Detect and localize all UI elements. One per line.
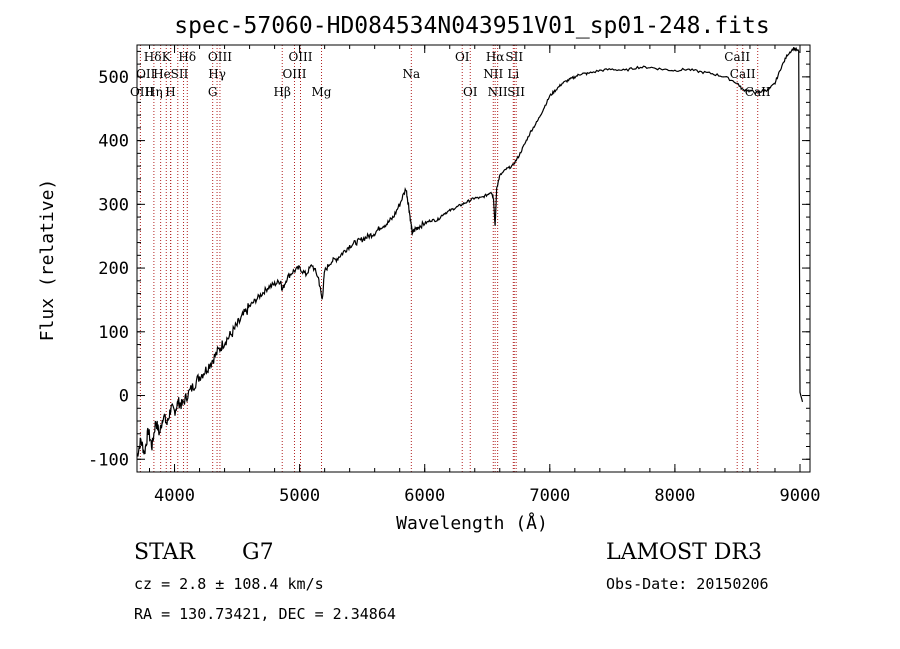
spectral-line-label: Li: [507, 67, 519, 81]
spectral-line-label: OI: [455, 50, 470, 64]
y-axis-label: Flux (relative): [37, 179, 58, 342]
spectral-line-label: CaII: [730, 67, 756, 81]
x-axis-ticks: 4000 5000 6000 7000 8000 9000: [149, 45, 821, 506]
spectral-line-label: He: [153, 67, 171, 81]
x-tick-label: 7000: [529, 486, 570, 506]
spectral-line-label: OIII: [288, 50, 312, 64]
y-tick-label: 300: [98, 195, 129, 215]
spectral-line-label: Hδ: [178, 50, 196, 64]
spectral-line-label: SII: [505, 50, 523, 64]
y-tick-label: 200: [98, 259, 129, 279]
spectral-line-label: SII: [171, 67, 189, 81]
spectral-line-label: SII: [507, 85, 525, 99]
spectral-line-label: Hδ: [144, 50, 162, 64]
spectral-line-label: H: [165, 85, 175, 99]
spectral-line-label: OIII: [130, 85, 154, 99]
spectral-line-label: OI: [463, 85, 478, 99]
y-tick-label: -100: [88, 450, 129, 470]
spectral-line-label: Hγ: [208, 67, 226, 81]
spectral-line-markers: [139, 45, 759, 472]
x-tick-label: 6000: [404, 486, 445, 506]
y-tick-label: 100: [98, 323, 129, 343]
x-axis-label: Wavelength (Å): [396, 512, 548, 534]
y-tick-label: 500: [98, 68, 129, 88]
spectral-line-label: Na: [403, 67, 421, 81]
redshift-cz: cz = 2.8 ± 108.4 km/s: [134, 575, 324, 593]
spectral-line-label: CaII: [724, 50, 750, 64]
y-tick-label: 400: [98, 132, 129, 152]
spectral-line-label: OIII: [282, 67, 306, 81]
x-tick-label: 4000: [154, 486, 195, 506]
ra-dec-coordinates: RA = 130.73421, DEC = 2.34864: [134, 605, 396, 623]
spectral-line-label: G: [208, 85, 218, 99]
spectral-line-label: Mg: [312, 85, 332, 99]
spectral-line-label: NII: [483, 67, 503, 81]
object-class: STAR: [134, 540, 195, 565]
x-tick-label: 8000: [654, 486, 695, 506]
object-subclass: G7: [242, 540, 274, 565]
spectral-line-label: OIII: [208, 50, 232, 64]
observation-date: Obs-Date: 20150206: [606, 575, 769, 593]
y-axis-ticks: -100 0 100 200 300 400 500: [88, 50, 810, 470]
chart-title: spec-57060-HD084534N043951V01_sp01-248.f…: [174, 13, 769, 39]
y-tick-label: 0: [119, 387, 129, 407]
x-tick-label: 9000: [780, 486, 821, 506]
spectral-line-label: Hα: [486, 50, 505, 64]
spectral-line-label: NII: [488, 85, 508, 99]
survey-name: LAMOST DR3: [606, 540, 762, 565]
spectrum-line: [136, 46, 804, 457]
spectral-line-label: K: [162, 50, 172, 64]
spectral-line-label: OII: [136, 67, 156, 81]
plot-frame: [136, 44, 811, 473]
spectral-line-label: Hη: [145, 85, 163, 99]
x-tick-label: 5000: [279, 486, 320, 506]
spectral-line-label: Hβ: [274, 85, 291, 99]
